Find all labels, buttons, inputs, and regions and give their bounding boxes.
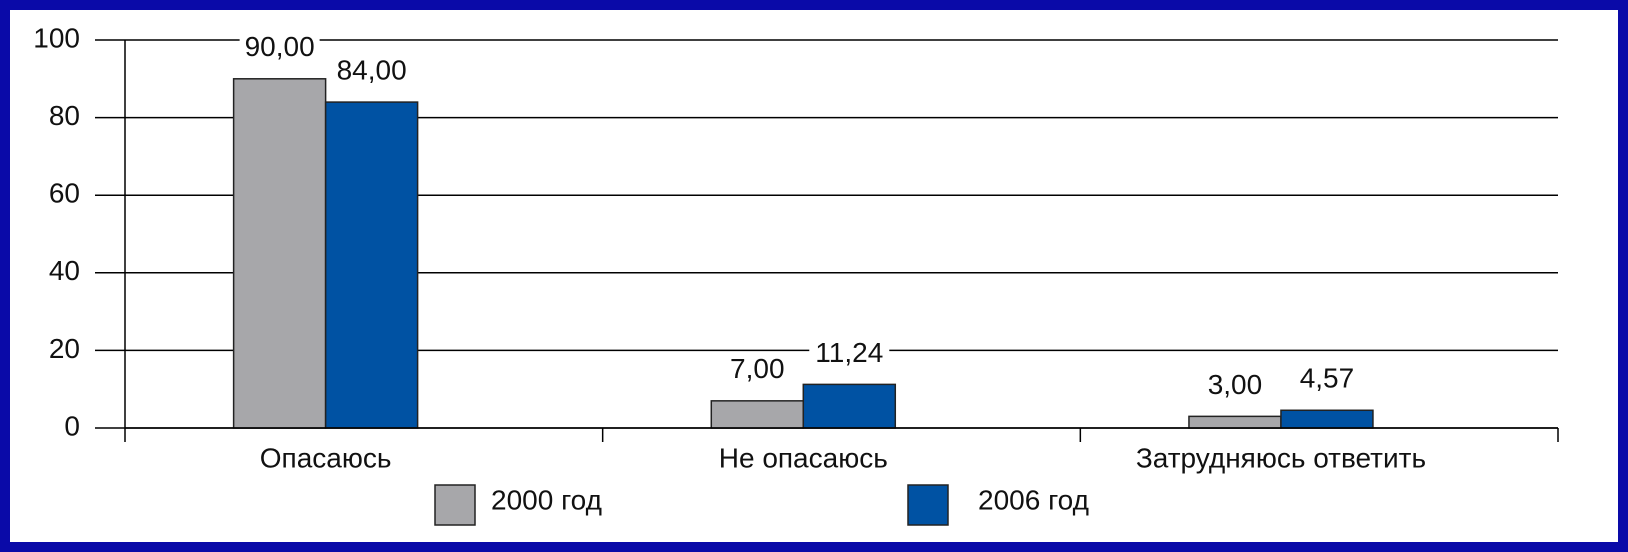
bar — [1280, 409, 1374, 429]
legend-label: 2006 год — [978, 484, 1089, 515]
value-label: 11,24 — [815, 337, 883, 368]
value-label: 7,00 — [730, 353, 785, 384]
value-label-bg — [1194, 369, 1275, 404]
legend-label: 2000 год — [491, 484, 602, 515]
y-tick-label: 60 — [49, 178, 80, 209]
y-tick-label: 40 — [49, 255, 80, 286]
x-tick-label: Не опасаюсь — [719, 442, 888, 473]
y-tick-label: 20 — [49, 333, 80, 364]
x-tick-label: Опасаюсь — [260, 442, 392, 473]
value-label-bg — [331, 55, 412, 90]
value-label-bg — [1286, 363, 1367, 398]
bar — [802, 383, 897, 429]
legend-swatch — [434, 484, 476, 526]
value-label: 84,00 — [337, 54, 407, 85]
y-tick-label: 0 — [64, 410, 80, 441]
y-tick-label: 100 — [33, 22, 80, 53]
bar — [1188, 415, 1282, 429]
value-label: 4,57 — [1300, 363, 1355, 394]
legend-swatch — [907, 484, 949, 526]
value-label-bg — [717, 353, 798, 388]
bar — [324, 101, 419, 429]
value-label: 3,00 — [1208, 369, 1263, 400]
y-tick-label: 80 — [49, 100, 80, 131]
x-tick-label: Затрудняюсь ответить — [1136, 442, 1426, 473]
value-label-bg — [809, 337, 890, 372]
bar — [710, 400, 805, 429]
value-label: 90,00 — [245, 31, 315, 62]
bar — [232, 78, 327, 429]
value-label-bg — [239, 31, 320, 66]
